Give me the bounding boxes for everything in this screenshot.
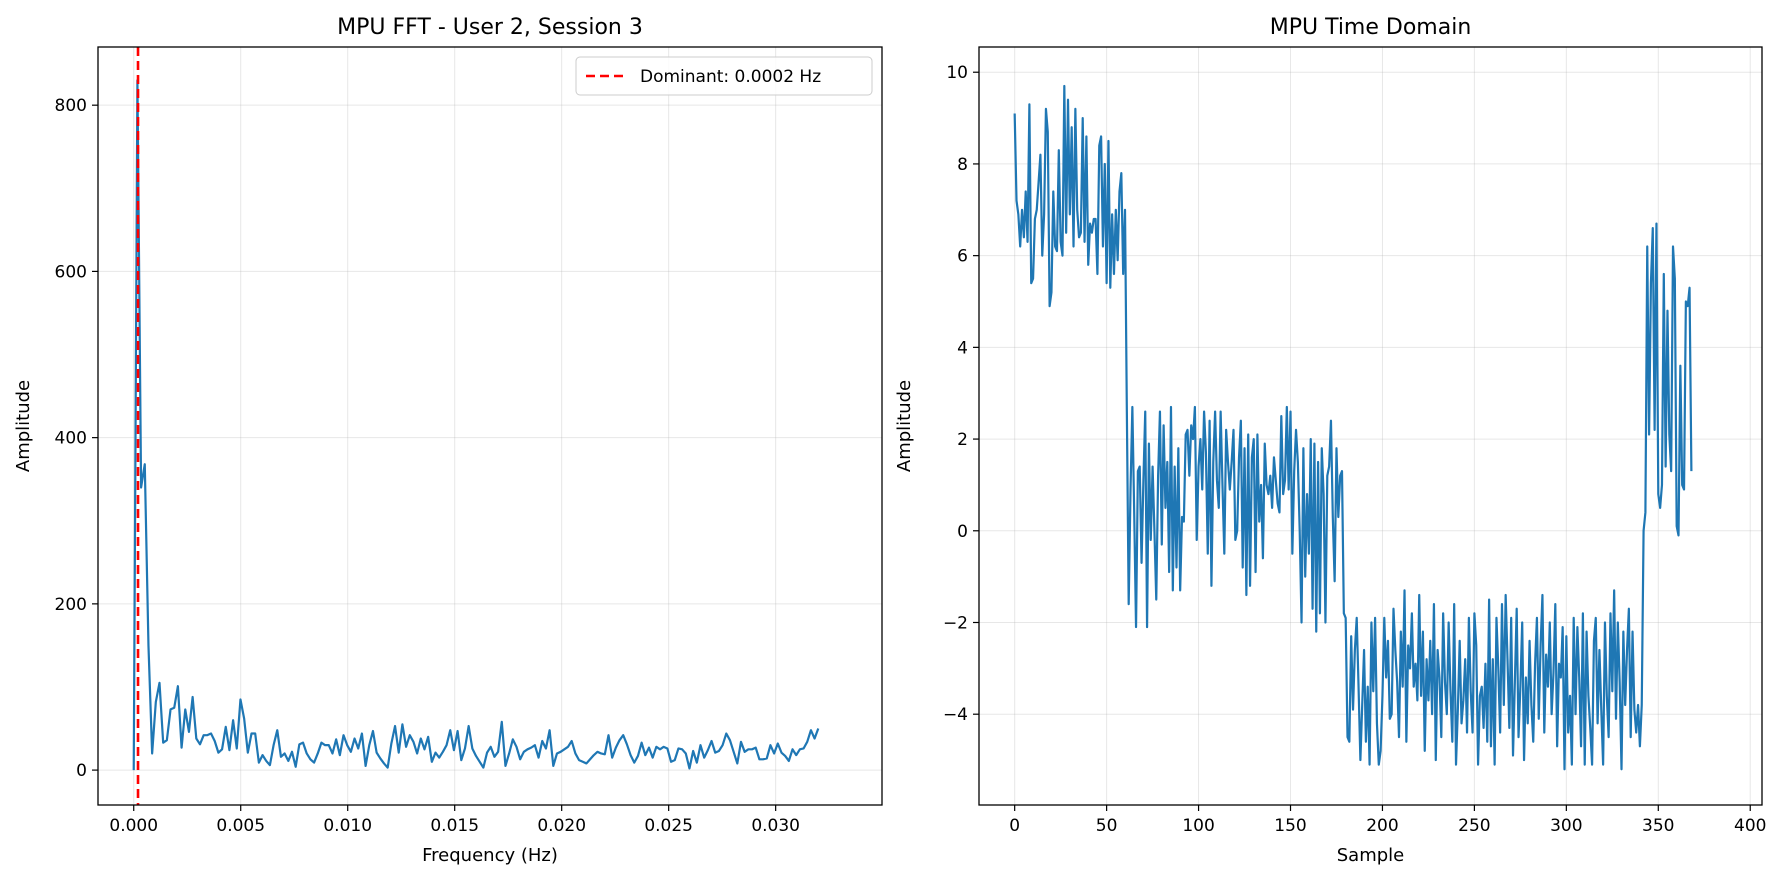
time-y-tick-label: 0 — [957, 522, 968, 542]
fft-x-axis-label: Frequency (Hz) — [422, 845, 558, 866]
fft-y-tick-label: 800 — [55, 96, 87, 116]
time-y-tick-label: 4 — [957, 338, 968, 358]
time-x-tick-label: 0 — [1009, 816, 1020, 836]
time-x-tick-label: 250 — [1458, 816, 1490, 836]
time-x-axis-label: Sample — [1337, 845, 1405, 866]
fft-x-tick-label: 0.015 — [430, 816, 479, 836]
time-y-tick-label: 10 — [946, 63, 968, 83]
fft-y-tick-label: 400 — [55, 429, 87, 449]
fft-series-line — [132, 79, 820, 771]
fft-y-axis-label: Amplitude — [13, 380, 34, 472]
fft-grid — [98, 47, 882, 805]
fft-x-tick-label: 0.030 — [751, 816, 800, 836]
time-y-ticks: −4 −2 0 2 4 6 8 10 — [943, 63, 979, 725]
fft-chart: 0.000 0.005 0.010 0.015 0.020 0.025 0.030 0 200… — [13, 15, 883, 866]
fft-x-tick-label: 0.005 — [216, 816, 265, 836]
time-x-ticks: 0 50 100 150 200 250 300 350 400 — [1009, 805, 1766, 836]
time-x-tick-label: 100 — [1182, 816, 1214, 836]
fft-y-tick-label: 0 — [76, 761, 87, 781]
time-plot-area — [1013, 84, 1693, 771]
fft-x-tick-label: 0.025 — [644, 816, 693, 836]
fft-plot-area — [132, 47, 820, 805]
time-y-tick-label: 6 — [957, 247, 968, 267]
fft-y-ticks: 0 200 400 600 800 — [55, 96, 98, 781]
fft-x-tick-label: 0.010 — [323, 816, 372, 836]
time-x-tick-label: 400 — [1734, 816, 1766, 836]
fft-x-tick-label: 0.020 — [537, 816, 586, 836]
time-y-axis-label: Amplitude — [894, 380, 915, 472]
legend-dominant-label: Dominant: 0.0002 Hz — [640, 67, 821, 87]
time-series-line — [1013, 84, 1693, 771]
time-y-tick-label: −2 — [943, 613, 968, 633]
fft-y-tick-label: 200 — [55, 595, 87, 615]
time-axes-frame — [978, 46, 1763, 806]
fft-axes-frame — [97, 46, 883, 806]
legend-box — [575, 56, 873, 96]
time-x-tick-label: 200 — [1366, 816, 1398, 836]
time-x-tick-label: 350 — [1642, 816, 1674, 836]
fft-legend: Dominant: 0.0002 Hz — [575, 56, 873, 96]
time-domain-chart: 0 50 100 150 200 250 300 350 400 −4 −2 0 2 4 6 8 10 MPU… — [894, 15, 1766, 866]
time-x-tick-label: 150 — [1274, 816, 1306, 836]
fft-x-ticks: 0.000 0.005 0.010 0.015 0.020 0.025 0.030 — [109, 805, 800, 836]
time-chart-title: MPU Time Domain — [1270, 15, 1472, 40]
time-y-tick-label: −4 — [943, 705, 968, 725]
time-x-tick-label: 300 — [1550, 816, 1582, 836]
time-x-tick-label: 50 — [1096, 816, 1118, 836]
time-y-tick-label: 2 — [957, 430, 968, 450]
time-y-tick-label: 8 — [957, 155, 968, 175]
fft-x-tick-label: 0.000 — [109, 816, 158, 836]
fft-y-tick-label: 600 — [55, 262, 87, 282]
fft-chart-title: MPU FFT - User 2, Session 3 — [337, 15, 643, 40]
